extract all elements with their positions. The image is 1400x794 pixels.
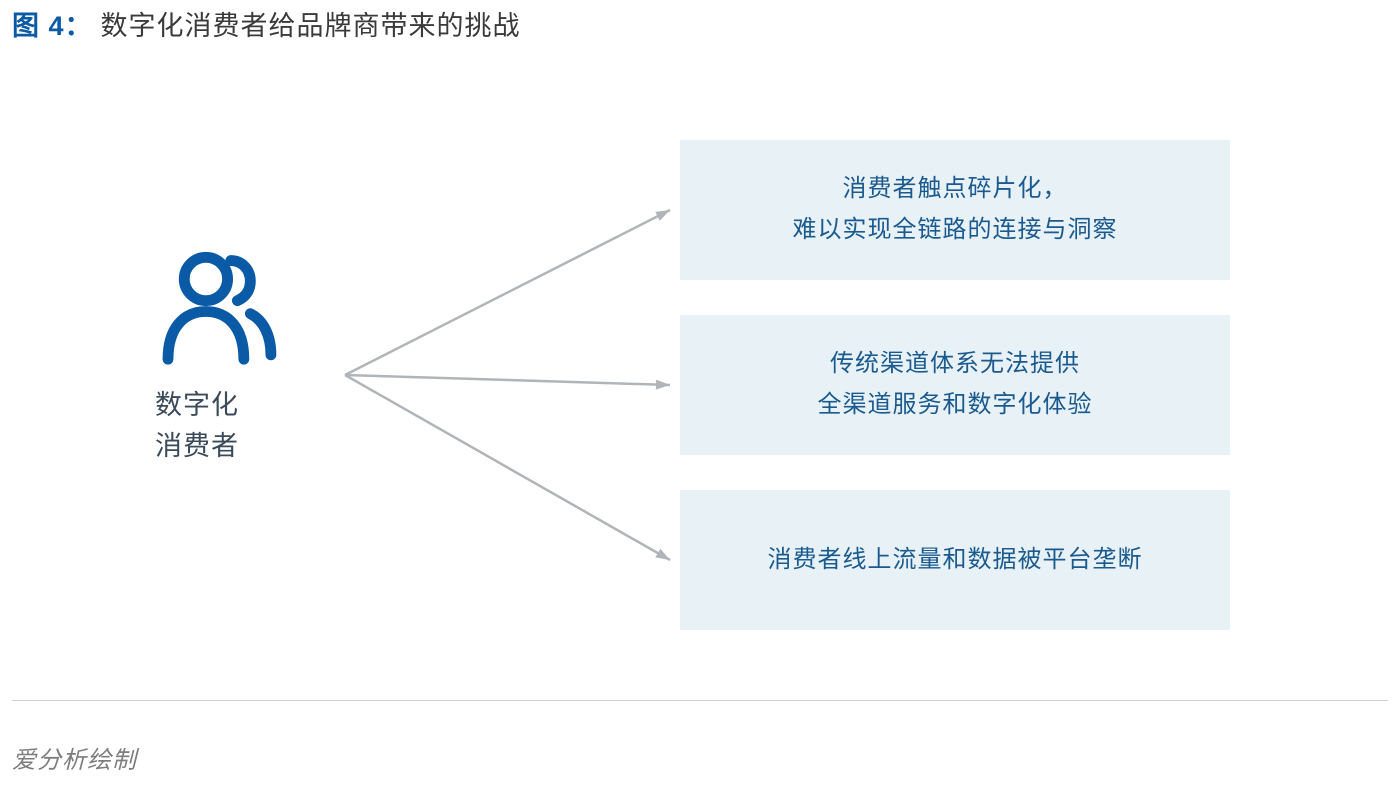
challenge-box-2: 传统渠道体系无法提供 全渠道服务和数字化体验: [680, 315, 1230, 455]
people-icon: [155, 240, 285, 370]
challenge-1-line2: 难以实现全链路的连接与洞察: [793, 210, 1118, 251]
figure-title-row: 图 4： 数字化消费者给品牌商带来的挑战: [12, 4, 521, 43]
figure-title-text: 数字化消费者给品牌商带来的挑战: [101, 4, 521, 43]
attribution-text: 爱分析绘制: [12, 740, 137, 775]
challenge-3-line1: 消费者线上流量和数据被平台垄断: [768, 540, 1143, 581]
challenge-2-line1: 传统渠道体系无法提供: [830, 344, 1080, 385]
source-label-line2: 消费者: [155, 426, 335, 467]
diagram-area: 数字化 消费者 消费者触点碎片化， 难以实现全链路的连接与洞察 传统渠道体系无法…: [0, 110, 1400, 670]
divider-line: [12, 700, 1388, 701]
challenge-box-3: 消费者线上流量和数据被平台垄断: [680, 490, 1230, 630]
source-node: 数字化 消费者: [155, 240, 335, 466]
challenge-1-line1: 消费者触点碎片化，: [843, 169, 1068, 210]
source-label: 数字化 消费者: [155, 385, 335, 466]
figure-number: 图 4：: [12, 4, 93, 43]
source-label-line1: 数字化: [155, 385, 335, 426]
challenge-2-line2: 全渠道服务和数字化体验: [818, 385, 1093, 426]
challenge-box-1: 消费者触点碎片化， 难以实现全链路的连接与洞察: [680, 140, 1230, 280]
